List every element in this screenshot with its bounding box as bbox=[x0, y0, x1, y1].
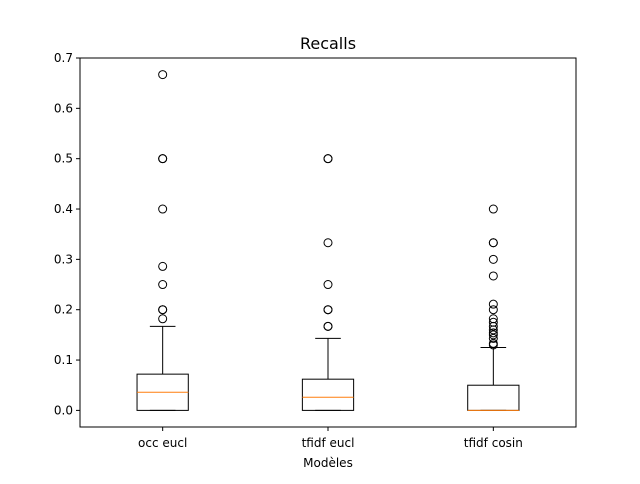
y-tick-label: 0.4 bbox=[54, 202, 73, 216]
outlier-point bbox=[488, 271, 498, 281]
outlier-point bbox=[488, 204, 498, 214]
x-axis-label: Modèles bbox=[303, 456, 353, 470]
outlier-point bbox=[488, 254, 498, 264]
chart-title: Recalls bbox=[300, 34, 356, 53]
y-tick-label: 0.0 bbox=[54, 403, 73, 417]
outlier-point bbox=[158, 280, 168, 290]
outlier-point bbox=[158, 261, 168, 271]
outlier-point bbox=[158, 305, 168, 315]
box-series-0 bbox=[136, 70, 189, 411]
plot-area bbox=[136, 70, 520, 411]
y-tick-label: 0.5 bbox=[54, 152, 73, 166]
y-tick-label: 0.3 bbox=[54, 252, 73, 266]
outlier-point bbox=[488, 299, 498, 309]
outlier-point bbox=[488, 238, 498, 248]
outlier-point bbox=[323, 280, 333, 290]
box bbox=[467, 384, 520, 411]
outlier-point bbox=[323, 238, 333, 248]
outlier-point bbox=[323, 321, 333, 331]
outlier-point bbox=[158, 70, 168, 80]
x-tick-label: tfidf cosin bbox=[464, 436, 523, 450]
outlier-point bbox=[323, 154, 333, 164]
outlier-point bbox=[158, 154, 168, 164]
y-tick-label: 0.1 bbox=[54, 353, 73, 367]
outlier-point bbox=[158, 204, 168, 214]
outlier-point bbox=[158, 314, 168, 324]
outlier-point bbox=[488, 333, 498, 343]
y-tick-label: 0.2 bbox=[54, 303, 73, 317]
y-tick-label: 0.7 bbox=[54, 51, 73, 65]
y-tick-label: 0.6 bbox=[54, 101, 73, 115]
axes: 0.0 0.1 0.2 0.3 0.4 0.5 0.6 0.7 occ eucl tfidf eu… bbox=[54, 51, 523, 450]
x-tick-label: tfidf eucl bbox=[302, 436, 355, 450]
outlier-point bbox=[488, 314, 498, 324]
outlier-point bbox=[323, 305, 333, 315]
box bbox=[301, 378, 355, 411]
outlier-point bbox=[488, 317, 498, 327]
outlier-point bbox=[488, 338, 498, 348]
box-series-1 bbox=[301, 154, 355, 411]
x-tick-label: occ eucl bbox=[138, 436, 187, 450]
box-series-2 bbox=[467, 204, 520, 411]
outlier-point bbox=[488, 328, 498, 338]
outlier-point bbox=[488, 305, 498, 315]
